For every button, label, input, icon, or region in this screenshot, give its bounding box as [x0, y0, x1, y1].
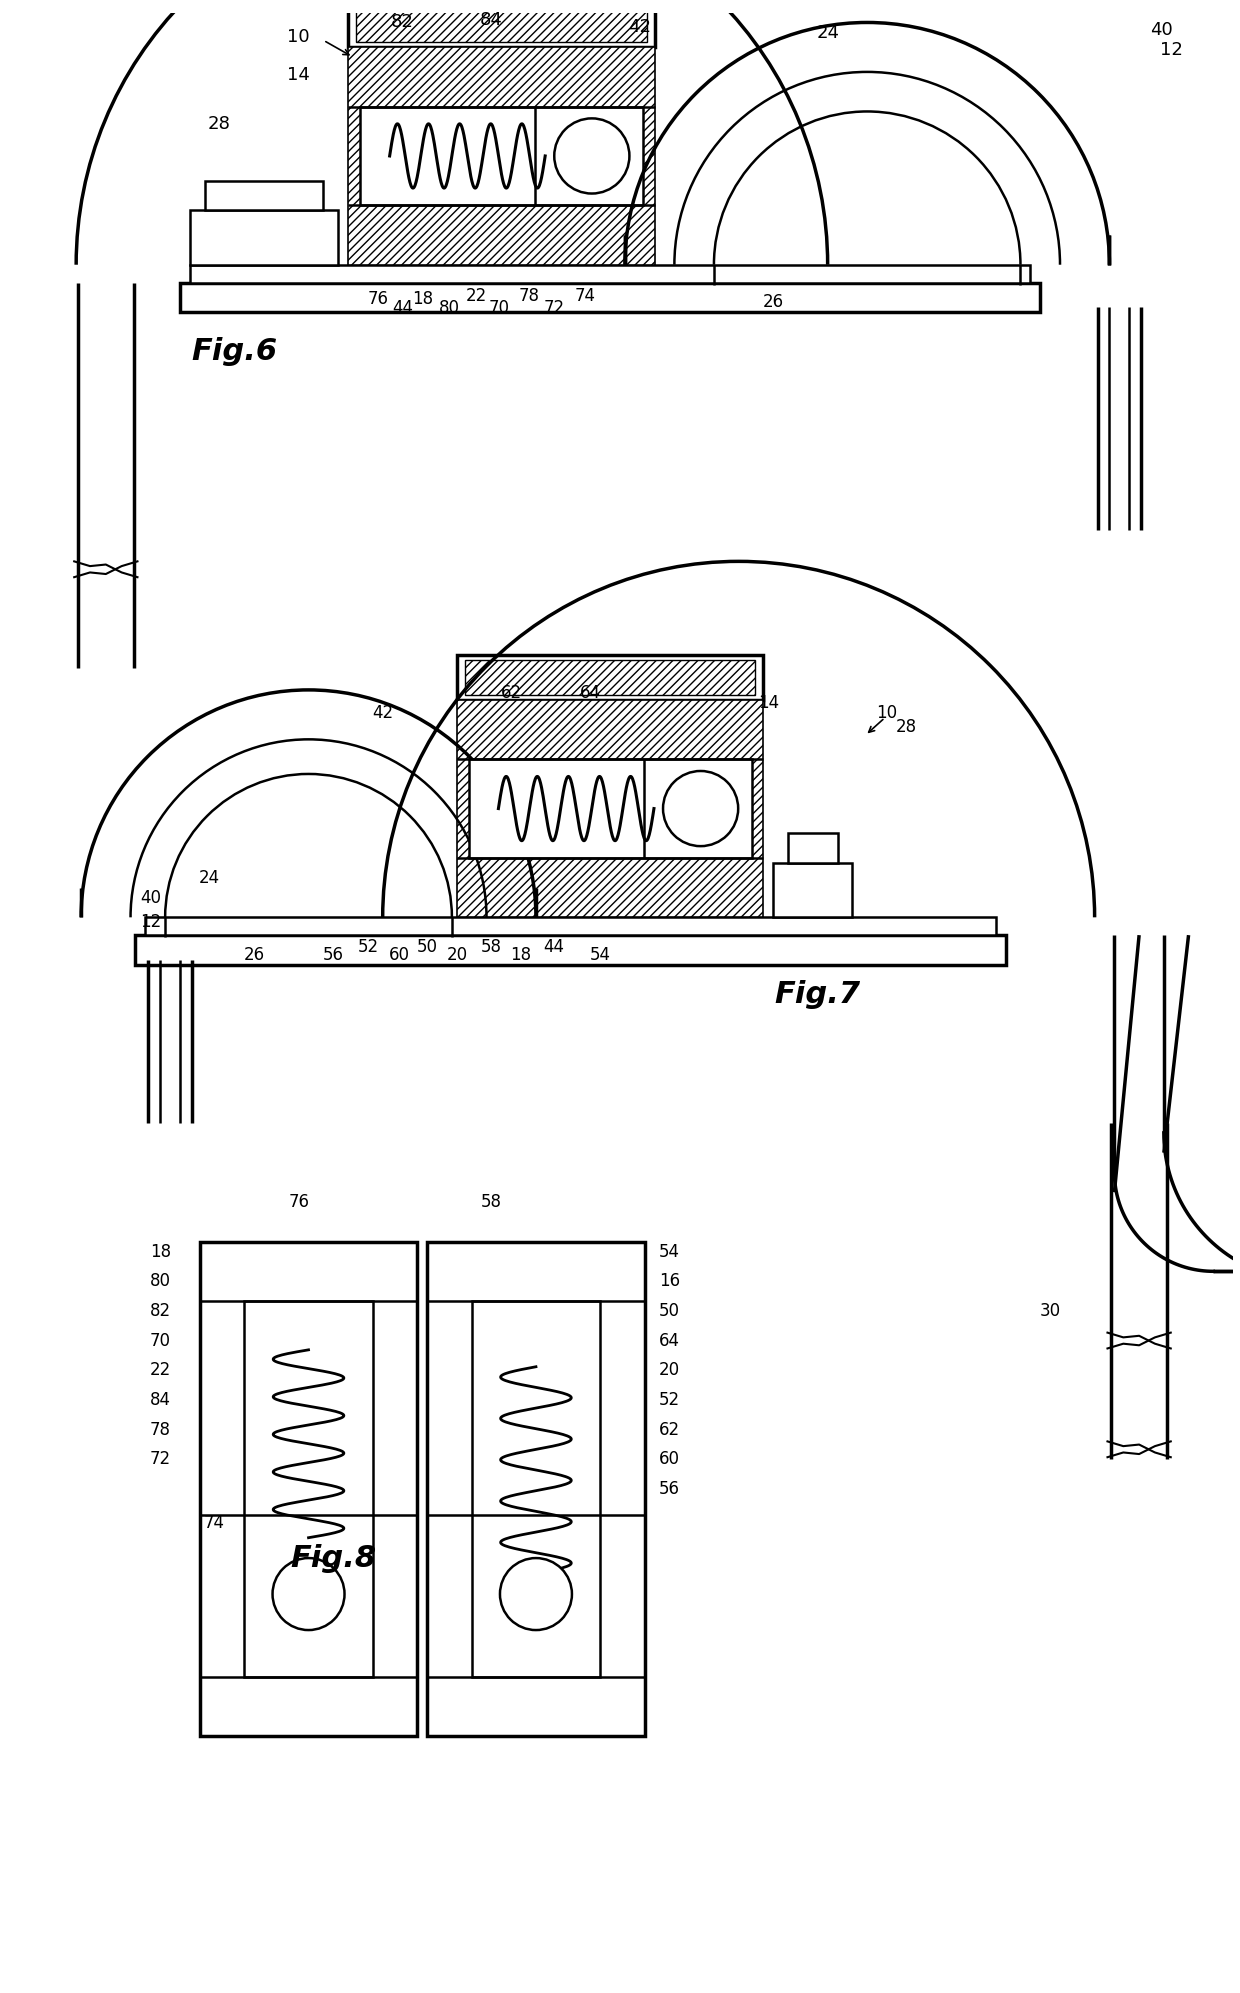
Text: 58: 58: [481, 1194, 502, 1212]
Text: 62: 62: [658, 1421, 680, 1439]
Text: 30: 30: [1039, 1301, 1060, 1319]
Bar: [200, 1242, 418, 1736]
Text: 14: 14: [288, 66, 310, 84]
Bar: [190, 265, 1030, 283]
Text: 58: 58: [481, 939, 502, 957]
Circle shape: [273, 1559, 345, 1630]
Text: Fig.6: Fig.6: [191, 337, 278, 367]
Text: 16: 16: [658, 1272, 680, 1289]
Text: 64: 64: [658, 1331, 680, 1349]
Text: 50: 50: [658, 1301, 680, 1319]
Text: 22: 22: [150, 1361, 171, 1379]
Circle shape: [663, 771, 738, 847]
Text: 18: 18: [150, 1242, 171, 1260]
Text: 54: 54: [658, 1242, 680, 1260]
Text: 74: 74: [575, 287, 596, 305]
Bar: [244, 1301, 373, 1676]
Text: 54: 54: [590, 947, 611, 965]
Text: 26: 26: [763, 293, 784, 311]
Bar: [789, 833, 837, 863]
Text: 28: 28: [897, 719, 918, 737]
Text: 18: 18: [412, 291, 433, 309]
Text: 82: 82: [150, 1301, 171, 1319]
Text: 50: 50: [417, 939, 438, 957]
Text: 44: 44: [392, 299, 413, 317]
Text: 60: 60: [389, 947, 410, 965]
Bar: [348, 2, 655, 48]
Text: 80: 80: [150, 1272, 171, 1289]
Text: 56: 56: [658, 1481, 680, 1499]
Text: 74: 74: [205, 1515, 226, 1533]
Bar: [774, 863, 852, 917]
Text: 20: 20: [446, 947, 467, 965]
Text: 52: 52: [658, 1391, 680, 1409]
Bar: [471, 1301, 600, 1676]
Text: 78: 78: [150, 1421, 171, 1439]
Text: 44: 44: [543, 939, 564, 957]
Text: 62: 62: [501, 684, 522, 702]
Text: 76: 76: [367, 291, 388, 309]
Bar: [356, 8, 647, 42]
Text: 40: 40: [1151, 22, 1173, 40]
Text: 72: 72: [150, 1451, 171, 1469]
Text: 12: 12: [140, 913, 161, 931]
Text: 14: 14: [758, 694, 779, 712]
Text: 52: 52: [357, 939, 378, 957]
Text: 70: 70: [489, 299, 510, 317]
Text: 82: 82: [391, 14, 414, 32]
Text: Fig.7: Fig.7: [775, 981, 861, 1008]
Circle shape: [554, 118, 630, 193]
Text: 64: 64: [580, 684, 601, 702]
Bar: [200, 1242, 418, 1736]
Bar: [428, 1242, 645, 1736]
Text: 76: 76: [288, 1194, 309, 1212]
Text: 22: 22: [466, 287, 487, 305]
Text: 10: 10: [288, 28, 310, 46]
Text: 24: 24: [200, 869, 221, 887]
Text: 20: 20: [658, 1361, 680, 1379]
Text: 18: 18: [511, 947, 532, 965]
Text: 78: 78: [518, 287, 539, 305]
Text: 42: 42: [629, 18, 651, 36]
Text: 28: 28: [208, 116, 231, 134]
Bar: [190, 211, 339, 265]
Text: 24: 24: [816, 24, 839, 42]
Text: Fig.8: Fig.8: [290, 1543, 376, 1572]
Bar: [456, 700, 764, 917]
Text: 84: 84: [480, 12, 503, 30]
Bar: [145, 917, 996, 935]
Bar: [180, 283, 1040, 313]
Text: 10: 10: [877, 704, 898, 721]
Text: 42: 42: [372, 704, 393, 721]
Circle shape: [500, 1559, 572, 1630]
Text: 70: 70: [150, 1331, 171, 1349]
Text: 26: 26: [243, 947, 264, 965]
Bar: [348, 48, 655, 265]
Text: 80: 80: [439, 299, 460, 317]
Text: 84: 84: [150, 1391, 171, 1409]
Bar: [135, 935, 1006, 965]
Text: 72: 72: [543, 299, 564, 317]
Bar: [428, 1242, 645, 1736]
Bar: [469, 759, 751, 859]
Text: 60: 60: [658, 1451, 680, 1469]
Bar: [205, 181, 324, 211]
Text: 56: 56: [322, 947, 343, 965]
Bar: [456, 656, 764, 700]
Text: 12: 12: [1161, 42, 1183, 60]
Bar: [465, 660, 755, 696]
Bar: [360, 106, 642, 205]
Text: 40: 40: [140, 889, 161, 907]
